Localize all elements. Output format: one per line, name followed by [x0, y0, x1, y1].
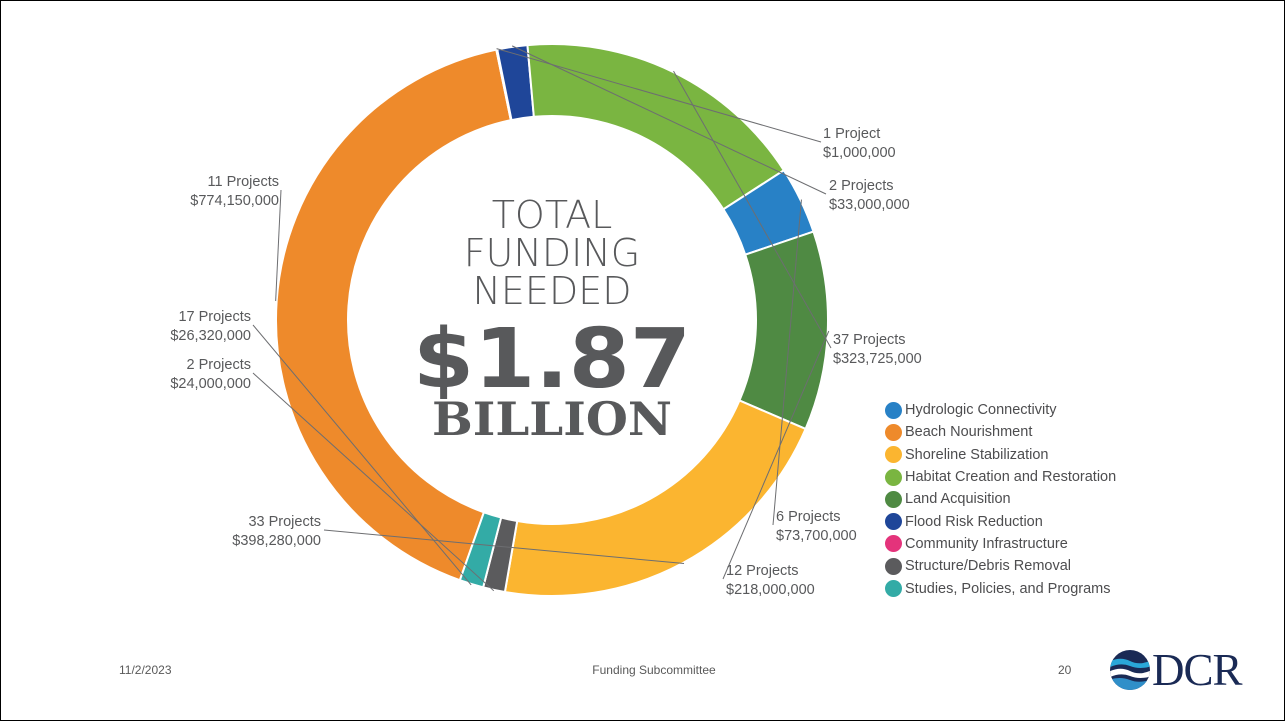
legend-swatch: [885, 513, 902, 531]
legend-swatch: [885, 423, 902, 441]
legend-label: Beach Nourishment: [905, 424, 1033, 441]
callout-projects-habitat-creation-and-restoration: 37 Projects: [833, 332, 906, 348]
callout-amount-shoreline-stabilization: $398,280,000: [232, 533, 321, 549]
legend-swatch: [885, 535, 902, 553]
legend-swatch: [885, 490, 902, 508]
page-number: 20: [1058, 663, 1072, 677]
legend-swatch: [885, 401, 902, 419]
slice-studies-policies-and-programs: [458, 511, 503, 589]
legend-item-land-acquisition: Land Acquisition: [885, 488, 1116, 510]
callout-amount-flood-risk-reduction: $33,000,000: [829, 197, 910, 213]
legend-label: Studies, Policies, and Programs: [905, 580, 1111, 597]
center-text: TOTAL FUNDING NEEDED $1.87 BILLION: [413, 193, 691, 446]
callout-projects-beach-nourishment: 11 Projects: [208, 174, 279, 190]
legend-swatch: [885, 580, 902, 598]
legend-item-flood-risk-reduction: Flood Risk Reduction: [885, 510, 1116, 532]
legend-label: Structure/Debris Removal: [905, 558, 1071, 575]
callout-projects-studies-policies-and-programs: 17 Projects: [178, 309, 251, 325]
center-line-total: TOTAL: [492, 193, 613, 237]
dcr-logo: DCR: [1106, 644, 1266, 696]
legend-swatch: [885, 557, 902, 575]
legend-label: Habitat Creation and Restoration: [905, 469, 1117, 486]
center-line-needed: NEEDED: [473, 269, 632, 313]
callout-projects-shoreline-stabilization: 33 Projects: [248, 514, 321, 530]
leader-line-hydrologic-connectivity: [772, 199, 802, 526]
legend-label: Shoreline Stabilization: [905, 446, 1049, 463]
legend-item-community-infrastructure: Community Infrastructure: [885, 533, 1116, 555]
callout-amount-structure-debris-removal: $24,000,000: [170, 376, 251, 392]
legend-item-hydrologic-connectivity: Hydrologic Connectivity: [885, 399, 1116, 421]
leader-line-habitat-creation-and-restoration: [673, 70, 832, 349]
legend: Hydrologic Connectivity Beach Nourishment…: [885, 399, 1116, 600]
callout-amount-studies-policies-and-programs: $26,320,000: [170, 328, 251, 344]
footer-title: Funding Subcommittee: [592, 663, 716, 677]
center-unit: BILLION: [432, 392, 672, 446]
legend-label: Land Acquisition: [905, 491, 1011, 508]
legend-swatch: [885, 468, 902, 486]
leader-line-structure-debris-removal: [252, 372, 495, 592]
callout-projects-structure-debris-removal: 2 Projects: [187, 357, 251, 373]
leader-line-beach-nourishment: [275, 189, 282, 302]
callout-amount-community-infrastructure: $1,000,000: [823, 145, 896, 161]
callout-amount-habitat-creation-and-restoration: $323,725,000: [833, 351, 922, 367]
callout-amount-hydrologic-connectivity: $73,700,000: [776, 528, 857, 544]
dcr-logo-text: DCR: [1152, 644, 1243, 695]
callout-amount-beach-nourishment: $774,150,000: [190, 193, 279, 209]
center-amount: $1.87: [413, 312, 691, 407]
leader-line-studies-policies-and-programs: [252, 324, 472, 586]
legend-label: Hydrologic Connectivity: [905, 402, 1057, 419]
center-line-funding: FUNDING: [464, 231, 640, 275]
callout-projects-land-acquisition: 12 Projects: [726, 563, 799, 579]
legend-label: Community Infrastructure: [905, 535, 1068, 552]
leader-line-land-acquisition: [722, 330, 830, 580]
legend-item-structure-debris-removal: Structure/Debris Removal: [885, 555, 1116, 577]
legend-item-shoreline-stabilization: Shoreline Stabilization: [885, 444, 1116, 466]
legend-label: Flood Risk Reduction: [905, 513, 1043, 530]
callout-projects-flood-risk-reduction: 2 Projects: [829, 178, 893, 194]
leader-line-shoreline-stabilization: [323, 529, 685, 565]
callouts: 11 Projects $774,150,000 1 Project $1,000,0…: [170, 45, 922, 598]
footer-date: 11/2/2023: [119, 663, 172, 677]
legend-item-beach-nourishment: Beach Nourishment: [885, 421, 1116, 443]
callout-projects-community-infrastructure: 1 Project: [823, 126, 880, 142]
legend-item-habitat-creation-and-restoration: Habitat Creation and Restoration: [885, 466, 1116, 488]
legend-item-studies-policies-and-programs: Studies, Policies, and Programs: [885, 577, 1116, 599]
dcr-logo-mark-icon: [1110, 650, 1150, 690]
legend-swatch: [885, 446, 902, 464]
leader-line-flood-risk-reduction: [511, 45, 827, 195]
callout-projects-hydrologic-connectivity: 6 Projects: [776, 509, 840, 525]
callout-amount-land-acquisition: $218,000,000: [726, 582, 815, 598]
